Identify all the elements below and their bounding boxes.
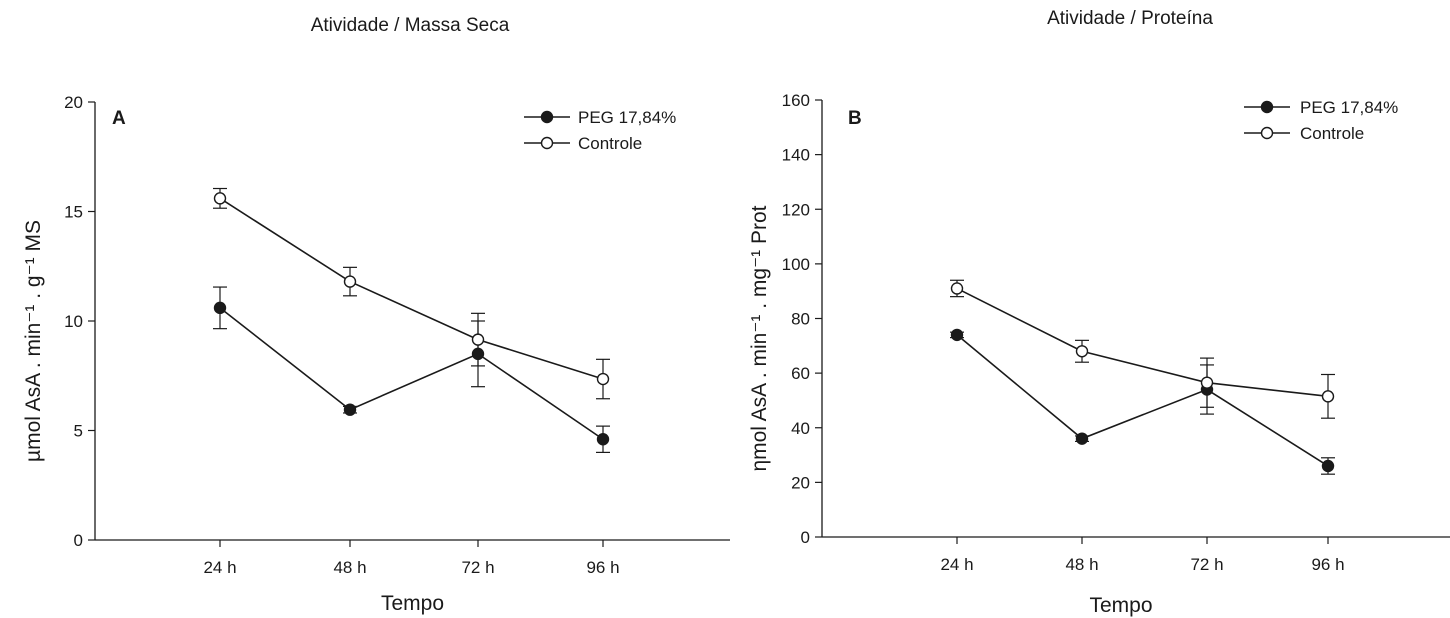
legend-marker — [540, 136, 554, 150]
y-tick-label: 20 — [791, 473, 810, 492]
y-tick-label: 0 — [74, 531, 83, 550]
y-tick-label: 15 — [64, 203, 83, 222]
series-controle — [950, 279, 1335, 419]
data-point — [1321, 459, 1335, 473]
x-axis-label: Tempo — [1089, 594, 1152, 617]
data-point — [213, 301, 227, 315]
series-controle — [213, 187, 610, 400]
y-tick-label: 120 — [782, 200, 810, 219]
y-tick-label: 140 — [782, 146, 810, 165]
data-point — [950, 328, 964, 342]
y-axis-label: ηmol AsA . min⁻¹ . mg⁻¹ Prot — [748, 205, 771, 471]
chart-panel-b: Atividade / Proteína 0 20 40 60 80 100 120 140 16… — [748, 8, 1450, 617]
legend-label: PEG 17,84% — [578, 108, 676, 127]
x-tick-label: 72 h — [461, 558, 494, 577]
y-tick-label: 80 — [791, 310, 810, 329]
y-tick-label: 10 — [64, 312, 83, 331]
x-tick-label: 24 h — [940, 555, 973, 574]
x-tick-label: 48 h — [1065, 555, 1098, 574]
chart-panel-a: Atividade / Massa Seca 0 5 10 15 20 24 h 48 h 72… — [22, 15, 730, 615]
data-point — [950, 282, 964, 295]
data-point — [1200, 376, 1214, 389]
y-axis-label: µmol AsA . min⁻¹ . g⁻¹ MS — [22, 220, 45, 462]
y-tick-label: 20 — [64, 93, 83, 112]
data-point — [1075, 432, 1089, 445]
legend-marker — [540, 110, 554, 124]
data-point — [1075, 345, 1089, 358]
panel-letter: A — [112, 108, 126, 129]
x-tick-label: 96 h — [586, 558, 619, 577]
y-tick-label: 5 — [74, 422, 83, 441]
data-point — [343, 275, 357, 288]
y-tick-label: 100 — [782, 255, 810, 274]
series-peg — [950, 328, 1335, 475]
legend-label: Controle — [578, 134, 642, 153]
legend-label: Controle — [1300, 124, 1364, 143]
series-line — [956, 287, 1329, 398]
y-tick-label: 0 — [801, 528, 810, 547]
series-line — [219, 307, 604, 440]
data-point — [213, 192, 227, 205]
x-tick-label: 24 h — [203, 558, 236, 577]
series-line — [956, 334, 1329, 467]
chart-title: Atividade / Massa Seca — [311, 15, 510, 36]
series-peg — [213, 286, 610, 453]
data-point — [1321, 390, 1335, 403]
y-tick-label: 60 — [791, 364, 810, 383]
legend-marker — [1260, 126, 1274, 140]
y-tick-label: 160 — [782, 91, 810, 110]
chart-title: Atividade / Proteína — [1047, 8, 1213, 29]
data-point — [471, 333, 485, 346]
series-line — [219, 197, 604, 380]
x-tick-label: 48 h — [333, 558, 366, 577]
x-tick-label: 96 h — [1311, 555, 1344, 574]
legend-marker — [1260, 100, 1274, 114]
y-tick-label: 40 — [791, 419, 810, 438]
panel-letter: B — [848, 108, 862, 129]
x-axis-label: Tempo — [381, 592, 444, 615]
data-point — [596, 433, 610, 446]
x-tick-label: 72 h — [1190, 555, 1223, 574]
data-point — [596, 372, 610, 386]
data-point — [343, 403, 357, 416]
legend-label: PEG 17,84% — [1300, 98, 1398, 117]
